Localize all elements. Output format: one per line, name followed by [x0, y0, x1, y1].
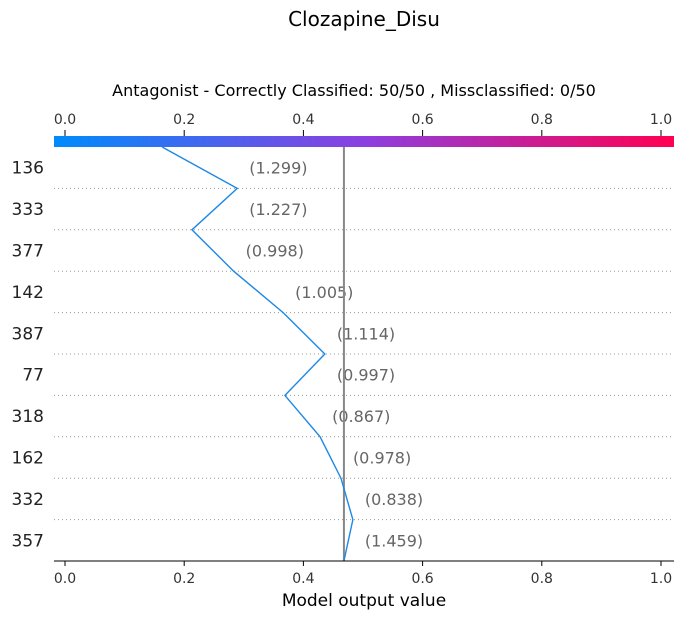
x-axis-label: Model output value: [282, 591, 446, 611]
chart-title: Clozapine_Disu: [288, 7, 440, 31]
top-tick-label: 0.6: [411, 112, 433, 128]
feature-label: 333: [12, 200, 44, 220]
feature-label: 142: [12, 283, 44, 303]
feature-label: 77: [22, 366, 44, 386]
feature-value-label: (0.998): [246, 242, 304, 261]
colorbar: [54, 136, 674, 147]
feature-value-label: (1.459): [365, 531, 423, 550]
feature-label: 318: [12, 407, 44, 427]
bottom-tick-label: 1.0: [650, 571, 672, 587]
top-tick-label: 0.8: [531, 112, 553, 128]
top-tick-label: 0.4: [292, 112, 314, 128]
feature-value-label: (1.005): [295, 283, 353, 302]
top-tick-label: 1.0: [650, 112, 672, 128]
feature-value-label: (0.867): [332, 407, 390, 426]
feature-label: 377: [12, 242, 44, 262]
top-tick-label: 0.2: [173, 112, 195, 128]
decision-path-line: [161, 146, 354, 562]
feature-label: 332: [12, 490, 44, 510]
feature-value-label: (1.114): [337, 324, 395, 343]
feature-values: (1.299) (1.227) (0.998) (1.005) (1.114) (0.99…: [246, 159, 423, 551]
feature-value-label: (0.997): [337, 366, 395, 385]
feature-label: 162: [12, 449, 44, 469]
bottom-tick-label: 0.0: [54, 571, 76, 587]
feature-label: 357: [12, 531, 44, 551]
feature-label: 387: [12, 324, 44, 344]
feature-value-label: (1.227): [249, 200, 307, 219]
top-tick-label: 0.0: [54, 112, 76, 128]
decision-path: [161, 146, 354, 562]
feature-value-label: (0.838): [365, 490, 423, 509]
feature-labels: 136 333 377 142 387 77 318 162 332 357: [12, 159, 44, 552]
feature-label: 136: [12, 159, 44, 179]
bottom-tick-label: 0.8: [531, 571, 553, 587]
feature-value-label: (1.299): [249, 159, 307, 178]
bottom-tick-label: 0.6: [411, 571, 433, 587]
bottom-axis: 0.0 0.2 0.4 0.6 0.8 1.0: [54, 561, 672, 587]
feature-value-label: (0.978): [353, 449, 411, 468]
bottom-tick-label: 0.2: [173, 571, 195, 587]
bottom-tick-label: 0.4: [292, 571, 314, 587]
grid-lines: [54, 187, 674, 521]
chart-subtitle: Antagonist - Correctly Classified: 50/50…: [112, 81, 596, 100]
top-axis: 0.0 0.2 0.4 0.6 0.8 1.0: [54, 112, 672, 136]
